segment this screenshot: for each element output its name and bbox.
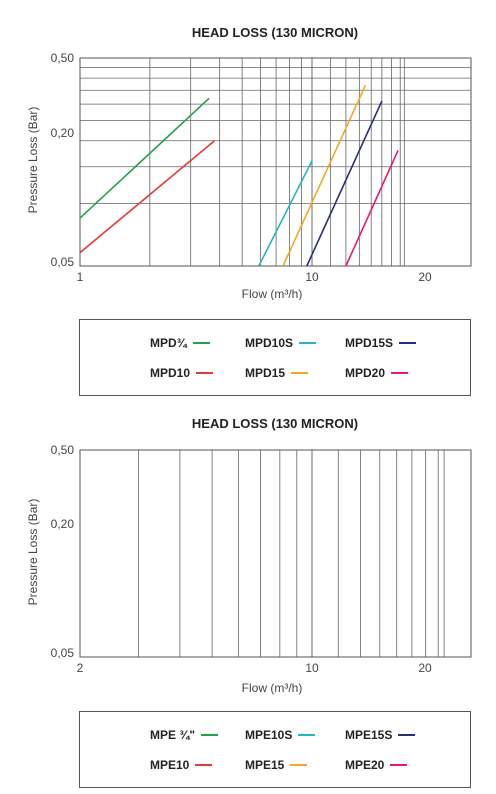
legend-swatch [399, 342, 417, 344]
y-axis-label: Pressure Loss (Bar) [26, 107, 40, 214]
legend-label: MPE20 [345, 758, 385, 772]
legend-entry: MPD10 [150, 366, 214, 380]
legend-swatch [291, 372, 309, 374]
legend-entry: MPD15S [345, 336, 417, 350]
legend-entry: MPD20 [345, 366, 409, 380]
legend-label: MPE15 [245, 758, 285, 772]
x-tick-label: 1 [77, 270, 84, 284]
series-line [282, 84, 367, 267]
legend-swatch [201, 734, 219, 736]
legend-entry: MPD10S [245, 336, 317, 350]
legend-box: MPE ¾" MPE10S MPE15S MPE10 MPE15 MPE20 [79, 711, 471, 788]
legend-swatch [196, 372, 214, 374]
legend-swatch [299, 342, 317, 344]
legend-entry: MPD15 [245, 366, 309, 380]
head-loss-chart-2: HEAD LOSS (130 MICRON) 0,50 0,20 0,05 2 … [26, 416, 472, 695]
y-tick-label: 0,05 [51, 646, 75, 660]
legend-entry: MPE15 [245, 758, 308, 772]
series-line [258, 160, 313, 267]
series-line [345, 149, 399, 267]
grid [79, 57, 472, 267]
legend-entry: MPE ¾" [150, 728, 219, 742]
legend-label: MPE ¾" [150, 728, 196, 742]
legend-box: MPD¾ MPD10S MPD15S MPD10 MPD15 MPD20 [79, 319, 471, 396]
series-line [79, 140, 216, 254]
x-tick-label: 20 [418, 270, 432, 284]
x-tick-label: 20 [418, 661, 432, 675]
y-axis-label: Pressure Loss (Bar) [26, 499, 40, 606]
y-tick-label: 0,05 [51, 255, 75, 269]
y-tick-label: 0,50 [51, 51, 75, 65]
legend-entry: MPE10 [150, 758, 213, 772]
chart-title: HEAD LOSS (130 MICRON) [192, 416, 358, 431]
legend-label: MPE10 [150, 758, 190, 772]
series-line [79, 97, 210, 219]
legend-swatch [290, 764, 308, 766]
legend-label: MPD10S [245, 336, 294, 350]
legend-entry: MPD¾ [150, 336, 210, 350]
legend-entry: MPE15S [345, 728, 416, 742]
legend-label: MPD10 [150, 366, 191, 380]
legend-entry: MPE10S [245, 728, 316, 742]
series-line [306, 100, 383, 267]
legend-label: MPD15 [245, 366, 286, 380]
y-tick-label: 0,50 [51, 443, 75, 457]
x-tick-label: 2 [77, 661, 84, 675]
legend-swatch [195, 764, 213, 766]
legend-swatch [398, 734, 416, 736]
legend-label: MPD20 [345, 366, 386, 380]
legend-swatch [298, 734, 316, 736]
plot-frame [79, 449, 472, 658]
legend-swatch [391, 372, 409, 374]
chart-title: HEAD LOSS (130 MICRON) [192, 25, 358, 40]
legend-label: MPD¾ [150, 336, 187, 350]
head-loss-chart-1: HEAD LOSS (130 MICRON) 0,50 0,20 0,05 1 … [26, 25, 472, 300]
x-tick-label: 10 [305, 661, 319, 675]
legend-entry: MPE20 [345, 758, 408, 772]
x-tick-label: 10 [305, 270, 319, 284]
series-layer [79, 84, 399, 267]
grid [79, 449, 472, 658]
x-axis-label: Flow (m³/h) [242, 681, 303, 695]
x-axis-label: Flow (m³/h) [242, 287, 303, 300]
legend-swatch [192, 342, 210, 344]
y-tick-label: 0,20 [51, 126, 75, 140]
plot-frame [79, 57, 472, 267]
y-tick-label: 0,20 [51, 517, 75, 531]
legend-swatch [390, 764, 408, 766]
legend-label: MPE10S [245, 728, 293, 742]
legend-label: MPD15S [345, 336, 394, 350]
legend-label: MPE15S [345, 728, 393, 742]
